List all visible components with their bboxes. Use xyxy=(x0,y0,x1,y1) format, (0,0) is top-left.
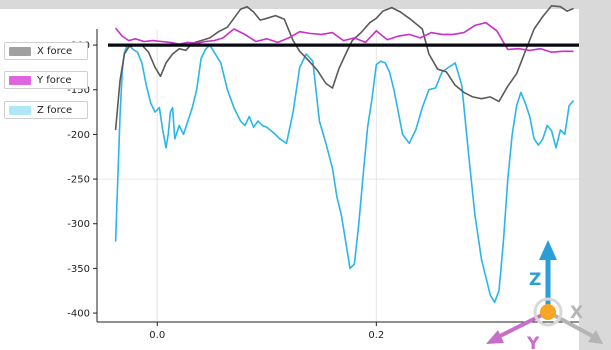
gizmo-y-arrow-shaft xyxy=(497,310,549,339)
y-tick-label: -300 xyxy=(67,219,90,230)
y-tick-label: -200 xyxy=(67,130,90,141)
legend-swatch-y-force xyxy=(9,75,31,85)
legend-swatch-x-force xyxy=(9,46,31,56)
y-tick-label: -250 xyxy=(67,175,90,186)
legend-item-y-force[interactable]: Y force xyxy=(4,71,88,89)
axis-orientation-gizmo[interactable]: Z X Y xyxy=(486,240,603,350)
gizmo-center-ring xyxy=(533,297,563,327)
x-tick-label: 0.0 xyxy=(149,330,165,341)
x-axis-ticks: 0.0 0.2 xyxy=(149,322,384,341)
gizmo-y-label: Y xyxy=(526,334,540,350)
series-y-force-line xyxy=(114,21,574,54)
legend-label-z-force: Z force xyxy=(37,104,73,116)
gizmo-center-icon xyxy=(540,304,556,320)
axis-frame xyxy=(96,29,579,323)
y-tick-label: -400 xyxy=(67,309,90,320)
series-x-force-line xyxy=(114,5,574,130)
legend-label-x-force: X force xyxy=(37,45,73,57)
series-z-force-line xyxy=(114,44,575,304)
gizmo-y-arrowhead-icon xyxy=(486,330,504,344)
legend-item-z-force[interactable]: Z force xyxy=(4,101,88,119)
top-toolbar-strip xyxy=(0,0,611,9)
plot-lines xyxy=(108,5,579,304)
gizmo-x-arrowhead-icon xyxy=(588,330,603,344)
legend-swatch-z-force xyxy=(9,105,31,115)
y-tick-label: -350 xyxy=(67,264,90,275)
x-tick-label: 0.2 xyxy=(368,330,384,341)
gizmo-x-label: X xyxy=(570,303,583,323)
grid-lines xyxy=(97,29,579,322)
legend-label-y-force: Y force xyxy=(37,74,72,86)
y-tick-label: -150 xyxy=(67,85,90,96)
gizmo-x-arrow-shaft xyxy=(547,310,597,340)
legend-item-x-force[interactable]: X force xyxy=(4,42,88,60)
gizmo-z-label: Z xyxy=(529,270,541,290)
right-panel-strip xyxy=(579,9,611,350)
plot-area xyxy=(97,29,579,322)
gizmo-z-arrowhead-icon xyxy=(539,240,557,260)
